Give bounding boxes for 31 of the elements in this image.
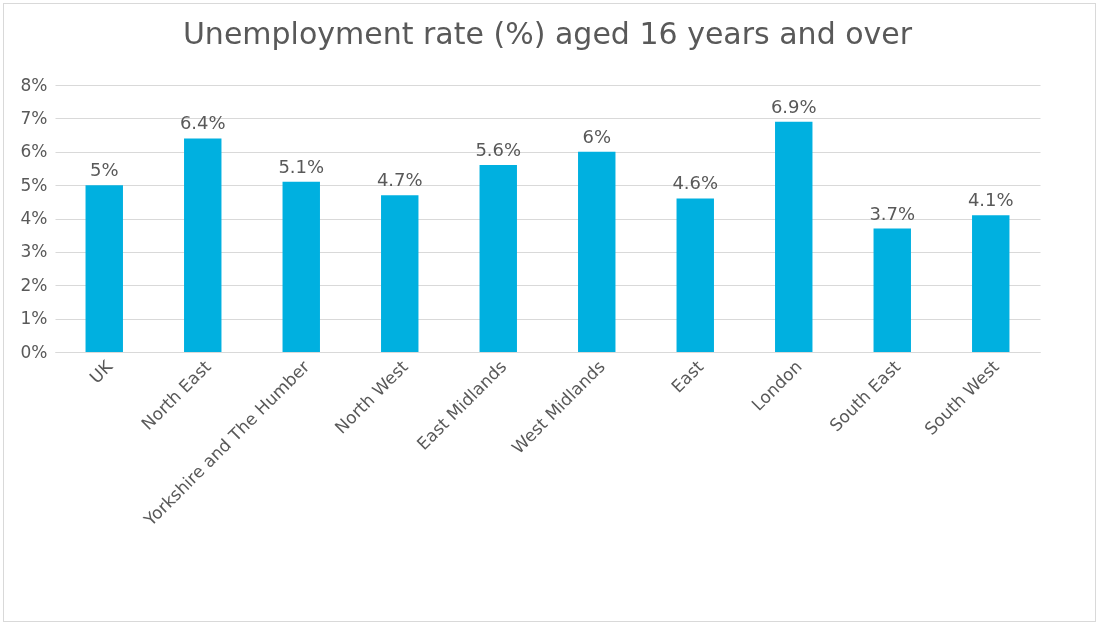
y-tick-label: 7% bbox=[20, 107, 48, 128]
bar bbox=[85, 185, 123, 352]
y-tick-label: 3% bbox=[20, 241, 48, 262]
data-label: 5.6% bbox=[475, 139, 522, 161]
bar bbox=[479, 165, 517, 352]
y-tick-label: 1% bbox=[20, 308, 48, 329]
bar bbox=[775, 121, 813, 352]
data-label: 4.6% bbox=[672, 172, 719, 194]
data-label: 4.1% bbox=[967, 189, 1014, 211]
y-tick-label: 5% bbox=[20, 174, 48, 195]
data-label: 4.7% bbox=[376, 169, 423, 191]
y-tick-label: 4% bbox=[20, 208, 48, 228]
bar bbox=[578, 151, 616, 352]
bar bbox=[972, 215, 1010, 352]
y-tick-label: 2% bbox=[20, 274, 48, 295]
y-tick-label: 8% bbox=[20, 74, 48, 95]
bar bbox=[184, 138, 222, 352]
data-label: 6% bbox=[582, 125, 612, 147]
data-label: 5.1% bbox=[278, 155, 325, 177]
bar bbox=[381, 195, 419, 352]
data-label: 5% bbox=[89, 159, 119, 181]
chart-title: Unemployment rate (%) aged 16 years and over bbox=[182, 16, 913, 51]
y-tick-label: 6% bbox=[20, 141, 48, 162]
bar bbox=[282, 181, 320, 352]
data-label: 6.9% bbox=[770, 95, 817, 117]
bar bbox=[676, 198, 714, 352]
x-tick-label: UK bbox=[85, 355, 117, 388]
data-label: 6.4% bbox=[179, 112, 226, 134]
bar bbox=[873, 228, 911, 352]
y-tick-label: 0% bbox=[20, 341, 48, 362]
data-label: 3.7% bbox=[869, 202, 916, 224]
